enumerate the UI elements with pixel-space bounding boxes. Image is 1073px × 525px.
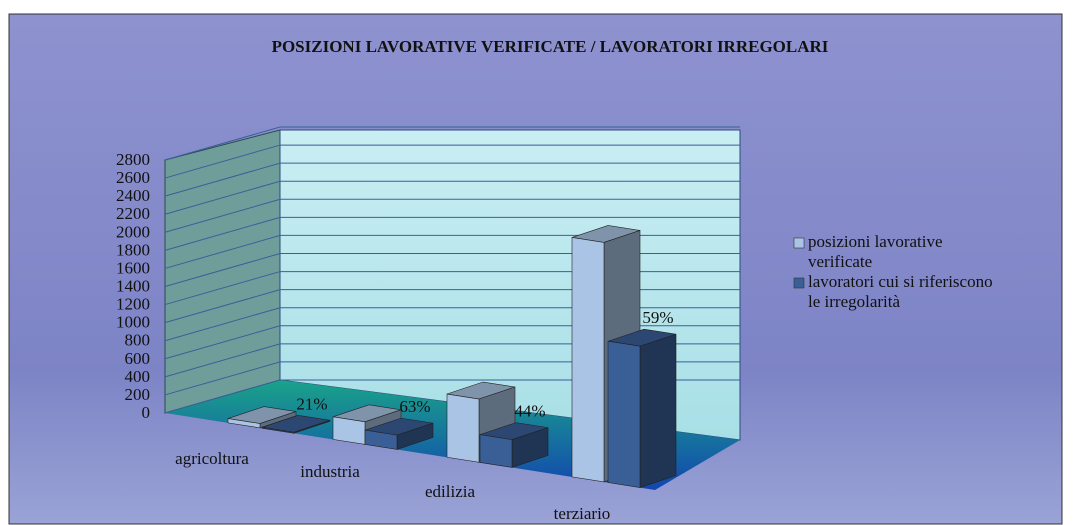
y-tick-label: 2000 <box>116 222 150 241</box>
y-tick-label: 2800 <box>116 150 150 169</box>
y-tick-label: 1600 <box>116 258 150 277</box>
legend-label: lavoratori cui si riferiscono le irregola… <box>808 272 993 311</box>
annotation: 59% <box>642 308 673 327</box>
bar <box>446 393 480 463</box>
y-tick-label: 800 <box>125 331 151 350</box>
grid-line <box>164 144 740 179</box>
annotation: 63% <box>399 397 430 416</box>
legend-label: posizioni lavorative verificate <box>808 232 943 271</box>
y-tick-label: 2600 <box>116 168 150 187</box>
grid-line <box>164 126 740 161</box>
bar <box>227 418 261 429</box>
y-tick-label: 2200 <box>116 204 150 223</box>
bar <box>261 426 295 434</box>
annotation: 44% <box>514 402 545 421</box>
y-tick-label: 600 <box>125 349 151 368</box>
y-tick-label: 1800 <box>116 240 150 259</box>
x-tick-label: agricoltura <box>175 449 249 468</box>
grid-line <box>164 162 740 197</box>
x-tick-label: edilizia <box>425 482 475 501</box>
y-tick-label: 200 <box>125 385 151 404</box>
bar <box>332 416 366 445</box>
plot: 0200400600800100012001400160018002000220… <box>116 126 740 523</box>
bar <box>607 340 641 488</box>
y-tick-label: 1000 <box>116 313 150 332</box>
bar <box>571 237 605 483</box>
grid-line <box>164 198 740 233</box>
y-tick-label: 2400 <box>116 186 150 205</box>
bar <box>479 434 513 468</box>
chart-title: POSIZIONI LAVORATIVE VERIFICATE / LAVORA… <box>272 37 829 56</box>
y-tick-label: 1200 <box>116 295 150 314</box>
annotation: 21% <box>296 394 327 413</box>
side-wall <box>164 129 281 414</box>
y-tick-label: 400 <box>125 367 151 386</box>
bar-side <box>639 333 677 488</box>
legend-swatch <box>793 277 805 289</box>
x-tick-label: terziario <box>554 504 611 523</box>
y-tick-label: 1400 <box>116 277 150 296</box>
legend: posizioni lavorative verificatelavoratori… <box>793 232 993 311</box>
x-tick-label: industria <box>300 462 360 481</box>
y-tick-label: 0 <box>142 403 151 422</box>
grid-line <box>164 180 740 215</box>
legend-swatch <box>793 237 805 249</box>
grid-line <box>164 216 740 251</box>
bar <box>364 429 398 450</box>
